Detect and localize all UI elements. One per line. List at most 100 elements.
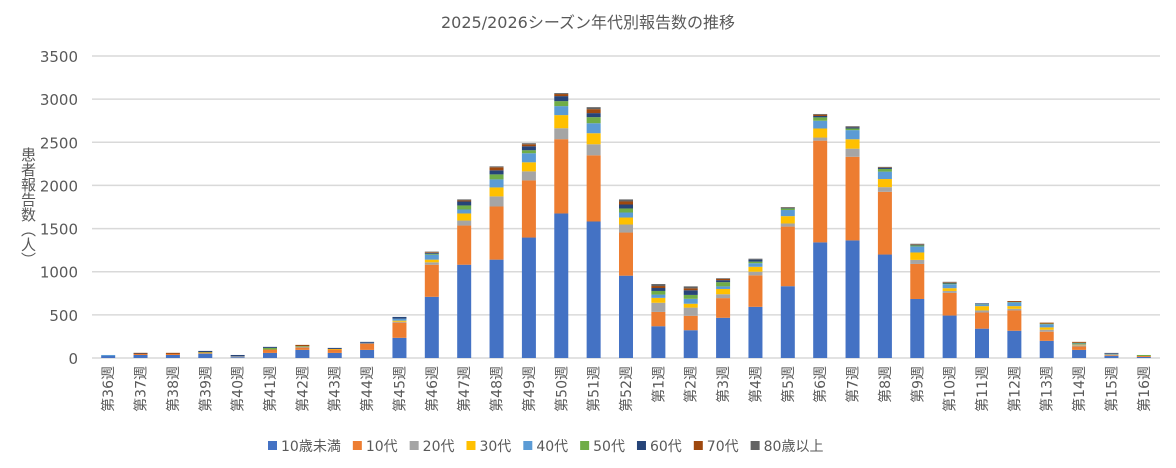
bar-segment (748, 263, 763, 267)
bar-segment (1104, 356, 1119, 358)
bar-segment (942, 290, 957, 293)
x-tick-label: 第44週 (359, 366, 376, 412)
bar-segment (780, 286, 795, 358)
bar-segment (198, 353, 213, 358)
bar-segment (198, 350, 213, 353)
bar-segment (165, 353, 180, 355)
bar-segment (942, 281, 957, 283)
bar-segment (975, 328, 989, 358)
y-tick-label: 1000 (40, 264, 78, 282)
bar-segment (392, 316, 407, 319)
x-tick-label: 第1週 (650, 366, 667, 403)
bar-segment (975, 304, 989, 307)
bar-segment (586, 117, 601, 124)
bar-segment (1039, 329, 1054, 332)
bar-segment (1136, 356, 1151, 358)
bar-segment (845, 126, 860, 127)
x-tick-label: 第52週 (618, 366, 635, 412)
bar-segment (165, 354, 180, 358)
bar-segment (554, 93, 569, 95)
bar-segment (521, 143, 536, 145)
bar-segment (619, 275, 633, 358)
bar-segment (1007, 330, 1022, 358)
x-tick-label: 第9週 (909, 366, 926, 403)
bar-segment (877, 191, 892, 255)
bar-segment (845, 139, 860, 149)
bar-segment (1007, 301, 1022, 303)
y-tick-label: 3500 (40, 48, 78, 66)
bar-segment (813, 114, 828, 116)
bar-segment (845, 156, 860, 241)
bar-segment (133, 352, 148, 354)
bar-segment (716, 286, 731, 289)
bar-segment (651, 288, 666, 291)
bar-segment (813, 120, 828, 129)
bar-segment (651, 286, 666, 289)
legend-swatch (636, 441, 646, 450)
bar-segment (910, 263, 925, 299)
x-tick-label: 第48週 (489, 366, 506, 412)
bar-segment (392, 320, 407, 322)
bar-segment (327, 349, 342, 353)
y-tick-label: 2000 (40, 177, 78, 195)
bar-segment (521, 162, 536, 172)
x-tick-label: 第46週 (424, 366, 441, 412)
bar-segment (975, 303, 989, 305)
bar-segment (327, 348, 342, 350)
x-tick-label: 第12週 (1006, 366, 1023, 412)
bar-segment (748, 261, 763, 264)
bar-segment (845, 240, 860, 358)
bar-segment (1007, 302, 1022, 307)
y-tick-label: 500 (49, 307, 78, 325)
bar-segment (780, 207, 795, 209)
bar-segment (942, 282, 957, 283)
bar-segment (651, 294, 666, 298)
bar-segment (1007, 310, 1022, 331)
x-tick-label: 第43週 (327, 366, 344, 412)
bar-segment (1072, 349, 1087, 358)
x-tick-label: 第4週 (747, 366, 764, 403)
y-tick-label: 2500 (40, 134, 78, 152)
legend-label: 50代 (593, 439, 625, 455)
bar-segment (877, 167, 892, 169)
bar-segment (942, 282, 957, 284)
bar-segment (780, 216, 795, 224)
bar-segment (748, 271, 763, 276)
bar-segment (1039, 327, 1054, 330)
bar-segment (489, 206, 504, 260)
bar-segment (521, 171, 536, 181)
bar-segment (813, 117, 828, 121)
bar-segment (813, 140, 828, 243)
bar-segment (586, 107, 601, 110)
x-tick-label: 第11週 (974, 366, 991, 412)
bar-segment (683, 307, 698, 316)
bar-segment (424, 259, 439, 263)
legend-label: 20代 (423, 439, 455, 455)
bar-segment (327, 352, 342, 358)
bar-segment (877, 168, 892, 172)
bar-segment (716, 288, 731, 295)
bar-segment (1072, 343, 1087, 345)
x-tick-label: 第5週 (780, 366, 797, 403)
bar-segment (942, 292, 957, 316)
bar-segment (489, 174, 504, 180)
bar-segment (263, 349, 277, 353)
bar-segment (230, 356, 245, 358)
bar-segment (942, 288, 957, 291)
bar-segment (554, 213, 569, 358)
y-axis-label: 患者報告数（人） (19, 147, 37, 267)
bar-segment (489, 179, 504, 188)
legend-label: 80歳以上 (764, 439, 824, 455)
bar-segment (683, 294, 698, 299)
bar-segment (1072, 344, 1087, 346)
x-tick-label: 第38週 (165, 366, 182, 412)
bar-segment (586, 155, 601, 222)
bar-segment (716, 294, 731, 299)
bar-segment (942, 283, 957, 285)
bar-segment (1072, 346, 1087, 350)
bar-segment (619, 208, 633, 213)
bar-segment (780, 210, 795, 217)
bar-segment (392, 318, 407, 321)
bar-segment (651, 326, 666, 358)
bar-segment (165, 352, 180, 354)
